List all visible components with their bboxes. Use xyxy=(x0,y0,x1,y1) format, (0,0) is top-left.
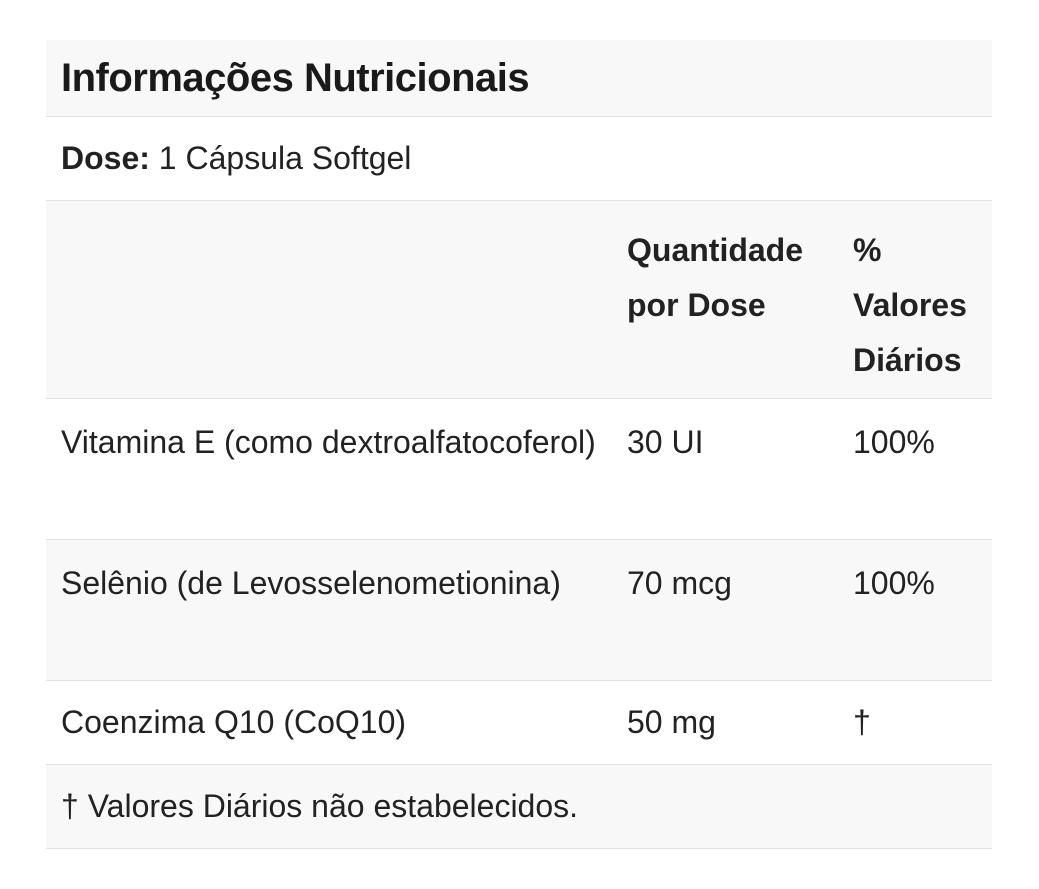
nutrient-amount: 30 UI xyxy=(627,424,704,460)
table-row: Vitamina E (como dextroalfatocoferol) 30… xyxy=(46,399,992,540)
column-header-row: Quantidade por Dose % Valores Diários xyxy=(46,201,992,399)
table-title: Informações Nutricionais xyxy=(61,55,530,100)
table-row: Coenzima Q10 (CoQ10) 50 mg † xyxy=(46,681,992,765)
nutrient-name: Vitamina E (como dextroalfatocoferol) xyxy=(61,424,596,460)
dose-label: Dose: xyxy=(61,140,150,176)
nutrient-amount: 70 mcg xyxy=(627,565,732,601)
header-daily-value: % Valores Diários xyxy=(853,232,967,378)
dose-row: Dose: 1 Cápsula Softgel xyxy=(46,117,992,201)
table-row: Selênio (de Levosselenometionina) 70 mcg… xyxy=(46,540,992,681)
nutrient-name: Selênio (de Levosselenometionina) xyxy=(61,565,561,601)
nutrient-daily-value: 100% xyxy=(853,424,935,460)
header-amount: Quantidade por Dose xyxy=(627,232,804,323)
nutrition-facts-table: Informações Nutricionais Dose: 1 Cápsula… xyxy=(46,40,992,849)
footnote: † Valores Diários não estabelecidos. xyxy=(61,788,579,824)
nutrient-amount: 50 mg xyxy=(627,704,716,740)
nutrient-name: Coenzima Q10 (CoQ10) xyxy=(61,704,407,740)
nutrient-daily-value: 100% xyxy=(853,565,935,601)
title-row: Informações Nutricionais xyxy=(46,40,992,117)
dose-value: 1 Cápsula Softgel xyxy=(149,140,412,176)
nutrient-daily-value: † xyxy=(853,704,871,740)
dose-text: Dose: 1 Cápsula Softgel xyxy=(61,140,411,177)
footnote-row: † Valores Diários não estabelecidos. xyxy=(46,765,992,849)
